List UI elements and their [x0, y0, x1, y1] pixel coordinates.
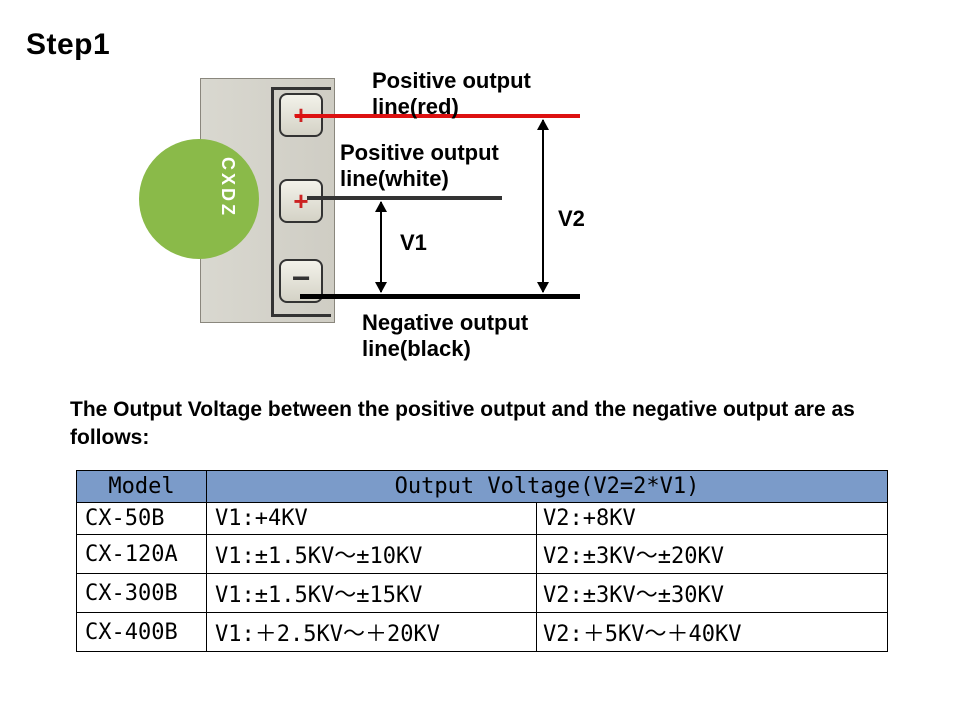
cell-model: CX-50B: [77, 503, 207, 535]
cell-v2: V2:±3KV～±30KV: [537, 574, 888, 613]
table-row: CX-300BV1:±1.5KV～±15KVV2:±3KV～±30KV: [77, 574, 888, 613]
table-row: CX-50BV1:+4KVV2:+8KV: [77, 503, 888, 535]
cell-v1: V1:±1.5KV～±15KV: [207, 574, 537, 613]
cell-v2: V2:±3KV～±20KV: [537, 535, 888, 574]
voltage-table: Model Output Voltage(V2=2*V1) CX-50BV1:+…: [76, 470, 888, 652]
v2-arrow: [542, 120, 544, 292]
header-model: Model: [77, 471, 207, 503]
description-text: The Output Voltage between the positive …: [70, 396, 890, 453]
table-row: CX-120AV1:±1.5KV～±10KVV2:±3KV～±20KV: [77, 535, 888, 574]
header-output: Output Voltage(V2=2*V1): [207, 471, 888, 503]
label-v2: V2: [558, 206, 585, 232]
v1-arrow: [380, 202, 382, 292]
terminal-positive-mid: +: [279, 179, 323, 223]
table-header-row: Model Output Voltage(V2=2*V1): [77, 471, 888, 503]
label-negative-l1: Negative output: [362, 310, 528, 335]
label-positive-white-l1: Positive output: [340, 140, 499, 165]
cell-v1: V1:±1.5KV～±10KV: [207, 535, 537, 574]
step-title: Step1: [26, 28, 110, 62]
cell-v1: V1:＋2.5KV～＋20KV: [207, 613, 537, 652]
cell-model: CX-300B: [77, 574, 207, 613]
label-positive-white-l2: line(white): [340, 166, 449, 191]
label-negative: Negative output line(black): [362, 310, 528, 363]
cell-v2: V2:+8KV: [537, 503, 888, 535]
wiring-diagram: CXDZ + + − Positive output line(red) Pos…: [200, 78, 720, 358]
cell-v2: V2:＋5KV～＋40KV: [537, 613, 888, 652]
cell-v1: V1:+4KV: [207, 503, 537, 535]
label-v1: V1: [400, 230, 427, 256]
label-positive-red-l2: line(red): [372, 94, 459, 119]
label-positive-red: Positive output line(red): [372, 68, 531, 121]
white-output-line: [307, 196, 502, 200]
cell-model: CX-400B: [77, 613, 207, 652]
label-positive-white: Positive output line(white): [340, 140, 499, 193]
label-negative-l2: line(black): [362, 336, 471, 361]
voltage-table-wrap: Model Output Voltage(V2=2*V1) CX-50BV1:+…: [76, 470, 888, 652]
black-output-line: [300, 294, 580, 299]
brand-text: CXDZ: [217, 157, 238, 218]
cell-model: CX-120A: [77, 535, 207, 574]
brand-oval: CXDZ: [139, 139, 259, 259]
table-row: CX-400BV1:＋2.5KV～＋20KVV2:＋5KV～＋40KV: [77, 613, 888, 652]
label-positive-red-l1: Positive output: [372, 68, 531, 93]
